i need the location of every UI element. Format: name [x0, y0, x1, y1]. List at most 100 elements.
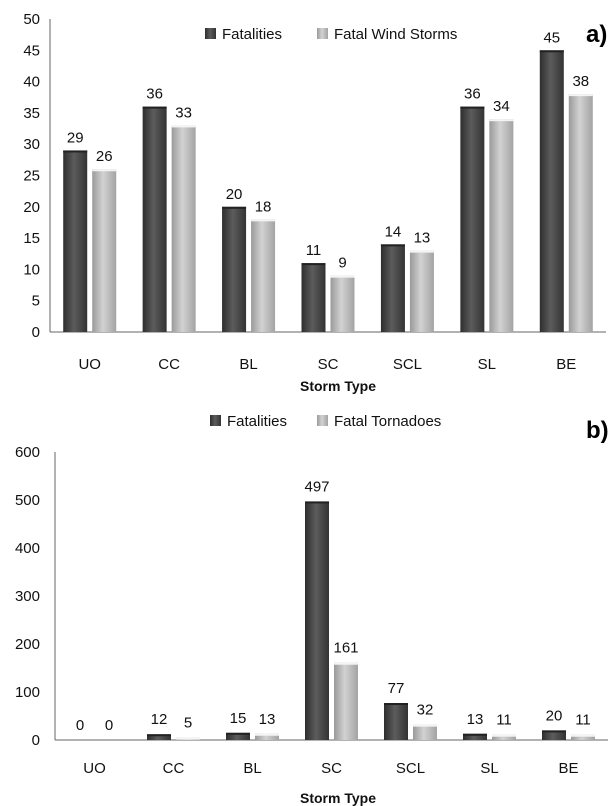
chart-b-data-label: 161 — [333, 640, 358, 657]
chart-a-data-label: 45 — [543, 29, 560, 46]
chart-b-data-label: 0 — [105, 717, 113, 734]
chart-b-panel-label: b) — [586, 417, 609, 444]
chart-a-bar — [92, 169, 117, 332]
chart-b-y-tick-label: 300 — [15, 588, 40, 605]
chart-b-bar — [334, 662, 358, 740]
chart-b-legend: Fatalities Fatal Tornadoes — [210, 413, 441, 430]
chart-a-bar-cap — [171, 125, 196, 128]
chart-b-bar — [147, 734, 171, 740]
chart-b-x-tick-label: SL — [480, 760, 498, 777]
chart-b-legend-swatch-fatalities — [210, 415, 221, 426]
chart-a-data-label: 11 — [306, 242, 322, 259]
chart-a-bar-cap — [63, 150, 88, 153]
chart-a-y-tick-label: 50 — [23, 11, 40, 28]
chart-a-y-tick-label: 45 — [23, 42, 40, 59]
chart-a-data-label: 18 — [255, 198, 272, 215]
chart-b-bar-cap — [463, 733, 487, 736]
chart-b-x-tick-label: SCL — [396, 760, 425, 777]
chart-a-x-tick-label: SCL — [393, 356, 422, 373]
chart-a-y-tick-label: 15 — [23, 230, 40, 247]
chart-a-data-label: 33 — [175, 104, 192, 121]
chart-a-data-label: 29 — [67, 129, 84, 146]
chart-b-data-label: 13 — [467, 711, 484, 728]
chart-a-data-label: 36 — [464, 86, 481, 103]
chart-a-bar — [489, 119, 514, 332]
chart-a-bar — [171, 125, 196, 332]
chart-a-legend-swatch-wind-storms — [317, 28, 328, 39]
chart-a-y-tick-label: 35 — [23, 105, 40, 122]
chart-a-bar — [539, 50, 564, 333]
chart-a-x-tick-label: CC — [158, 356, 180, 373]
chart-a-legend-fatalities: Fatalities — [222, 26, 282, 43]
chart-b-bar — [492, 734, 516, 740]
chart-a-bar-cap — [380, 244, 405, 247]
chart-b-y-tick-label: 0 — [32, 732, 40, 749]
chart-a-bar — [460, 106, 485, 332]
chart-b-legend-tornadoes: Fatal Tornadoes — [334, 413, 441, 430]
chart-b-bar-cap — [571, 734, 595, 737]
chart-a-bar-cap — [568, 94, 593, 97]
chart-b: 0 100 200 300 400 500 600 0 0 12 5 15 13 497 161 77 32 1… — [15, 413, 609, 806]
chart-a-bar-cap — [489, 119, 514, 122]
chart-b-data-label: 497 — [304, 478, 329, 495]
chart-a-bar — [142, 106, 167, 332]
chart-a-y-tick-label: 30 — [23, 136, 40, 153]
chart-b-y-tick-label: 500 — [15, 492, 40, 509]
chart-b-y-tick-label: 100 — [15, 684, 40, 701]
chart-b-data-label: 13 — [259, 711, 276, 728]
chart-b-bar — [571, 734, 595, 740]
chart-b-x-tick-label: BE — [558, 760, 578, 777]
chart-b-bar — [413, 724, 437, 740]
chart-a-bar-cap — [222, 206, 247, 209]
chart-a-y-tick-label: 25 — [23, 168, 40, 185]
chart-a-bar — [251, 219, 276, 332]
chart-a-bar-cap — [460, 106, 485, 109]
chart-b-data-label: 5 — [184, 715, 192, 732]
chart-b-y-tick-label: 400 — [15, 540, 40, 557]
chart-a-y-tick-label: 10 — [23, 261, 40, 278]
chart-b-data-label: 11 — [496, 712, 512, 729]
chart-a-x-tick-label: SL — [478, 356, 496, 373]
chart-a-bar-cap — [92, 169, 117, 172]
chart-b-bar — [255, 733, 279, 740]
chart-a-bar-cap — [251, 219, 276, 222]
chart-a-data-label: 38 — [572, 73, 589, 90]
chart-a-y-tick-label: 40 — [23, 74, 40, 91]
chart-b-x-tick-label: BL — [243, 760, 261, 777]
chart-a-x-tick-label: BE — [556, 356, 576, 373]
chart-a-bar — [568, 94, 593, 333]
chart-a-legend: Fatalities Fatal Wind Storms — [205, 26, 457, 43]
chart-a-bar-cap — [142, 106, 167, 109]
chart-b-y-tick-label: 600 — [15, 444, 40, 461]
chart-b-data-label: 11 — [575, 712, 591, 729]
chart-a-bar-cap — [301, 263, 326, 266]
chart-b-x-tick-label: CC — [163, 760, 185, 777]
chart-a-y-tick-label: 0 — [32, 324, 40, 341]
chart-b-bar-cap — [147, 734, 171, 737]
chart-b-y-tick-label: 200 — [15, 636, 40, 653]
chart-a-data-label: 20 — [226, 186, 243, 203]
chart-b-legend-swatch-tornadoes — [317, 415, 328, 426]
chart-b-data-label: 32 — [417, 702, 434, 719]
chart-b-data-label: 12 — [151, 711, 168, 728]
chart-a-data-label: 36 — [146, 86, 163, 103]
chart-a-data-label: 26 — [96, 148, 113, 165]
chart-b-data-label: 20 — [546, 707, 563, 724]
chart-a-x-axis-title: Storm Type — [300, 378, 376, 394]
chart-b-bar — [542, 730, 566, 740]
chart-a-bar — [301, 263, 326, 332]
chart-a-bar — [409, 250, 434, 332]
chart-a: 0 5 10 15 20 25 30 35 40 45 50 29 26 36 33 20 18 11 9 14 13… — [23, 11, 607, 394]
chart-b-bar — [463, 733, 487, 740]
chart-a-legend-swatch-fatalities — [205, 28, 216, 39]
chart-a-x-tick-label: UO — [78, 356, 101, 373]
chart-b-x-tick-label: SC — [321, 760, 342, 777]
chart-a-y-tick-label: 5 — [32, 293, 40, 310]
chart-b-bar — [305, 501, 329, 740]
chart-a-bar-cap — [330, 275, 355, 278]
chart-a-y-tick-label: 20 — [23, 199, 40, 216]
chart-a-x-tick-label: BL — [239, 356, 257, 373]
chart-b-bar — [226, 732, 250, 740]
chart-a-x-tick-label: SC — [318, 356, 339, 373]
chart-a-data-label: 9 — [338, 255, 346, 272]
